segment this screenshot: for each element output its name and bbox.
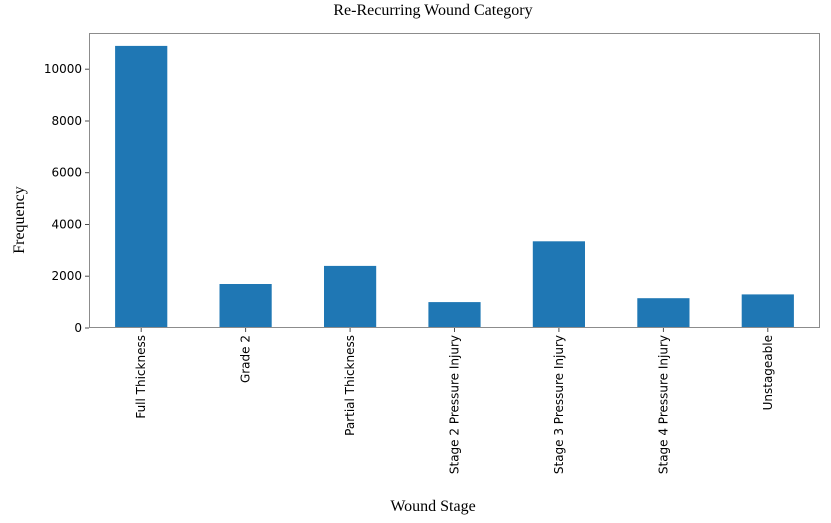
x-axis-label: Wound Stage — [390, 498, 476, 515]
bar-unstageable — [741, 294, 794, 328]
bar-stage-4-pressure-injury — [637, 298, 690, 328]
x-tick-label-stage-4-pressure-injury: Stage 4 Pressure Injury — [656, 335, 670, 474]
bar-full-thickness — [115, 45, 168, 329]
y-tick-label-10000: 10000 — [44, 62, 82, 76]
x-tick-label-grade-2: Grade 2 — [239, 335, 253, 383]
y-tick-label-2000: 2000 — [51, 269, 82, 283]
x-tick-label-partial-thickness: Partial Thickness — [343, 335, 357, 436]
x-tick-label-stage-2-pressure-injury: Stage 2 Pressure Injury — [448, 335, 462, 474]
x-tick-label-full-thickness: Full Thickness — [134, 335, 148, 419]
x-tick-label-unstageable: Unstageable — [761, 335, 775, 410]
y-tick-label-4000: 4000 — [51, 218, 82, 232]
y-tick-label-0: 0 — [74, 321, 82, 335]
y-tick-label-8000: 8000 — [51, 114, 82, 128]
bar-stage-2-pressure-injury — [428, 302, 481, 328]
plot-border — [89, 33, 820, 328]
bar-stage-3-pressure-injury — [532, 241, 585, 328]
bar-grade-2 — [219, 284, 272, 328]
y-tick-label-6000: 6000 — [51, 166, 82, 180]
bar-partial-thickness — [324, 265, 377, 328]
x-tick-label-stage-3-pressure-injury: Stage 3 Pressure Injury — [552, 335, 566, 474]
chart-title: Re-Recurring Wound Category — [333, 2, 533, 19]
